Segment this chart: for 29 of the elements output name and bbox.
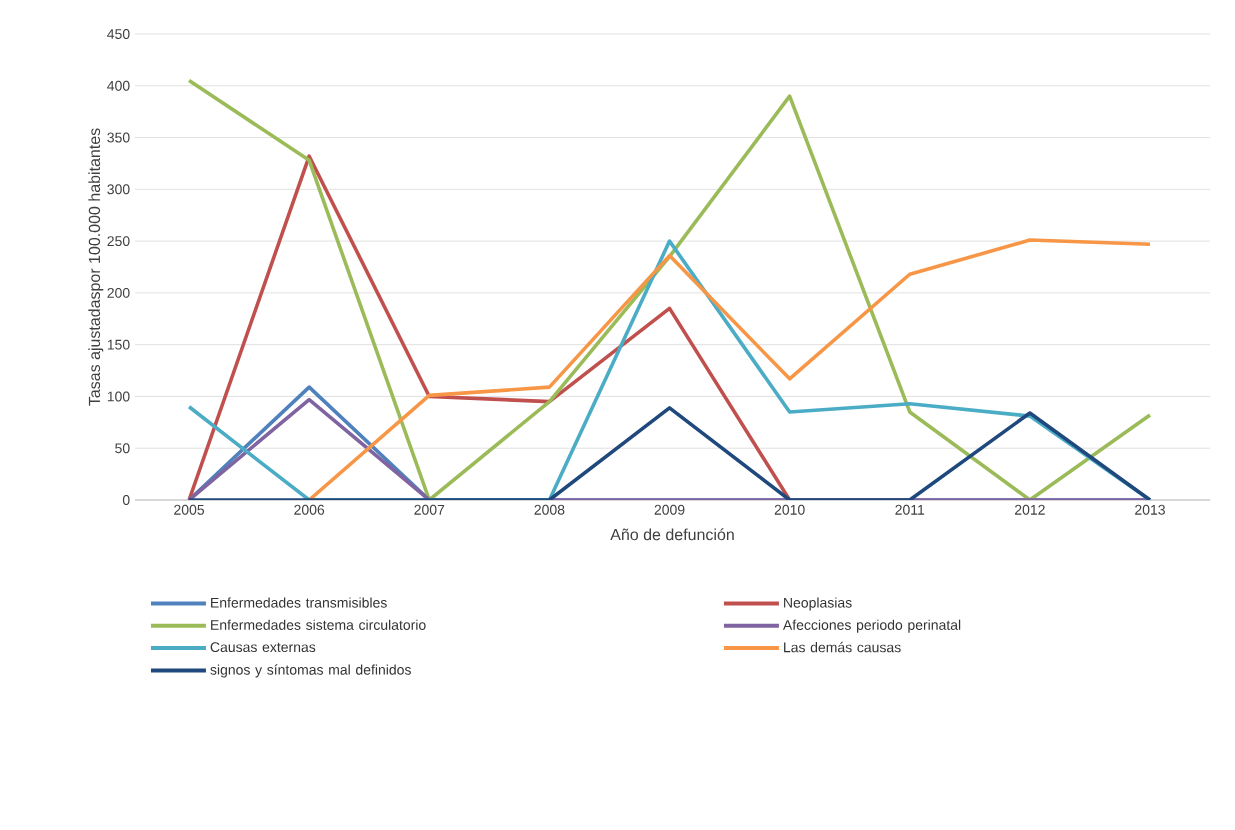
y-tick-label: 350 — [107, 132, 130, 143]
legend-label: signos y síntomas mal definidos — [210, 664, 411, 678]
y-tick-label: 100 — [107, 391, 130, 402]
y-tick-label: 450 — [107, 29, 130, 39]
legend-label: Las demás causas — [784, 641, 901, 653]
x-tick-label: 2007 — [414, 504, 445, 515]
x-tick-label: 2006 — [294, 504, 325, 515]
y-tick-label: 400 — [107, 80, 130, 91]
legend-label: Neoplasias — [784, 597, 852, 611]
y-tick-label: 200 — [107, 287, 130, 298]
y-tick-label: 300 — [107, 184, 130, 195]
x-tick-label: 2010 — [774, 504, 805, 515]
x-tick-label: 2012 — [1015, 504, 1045, 515]
x-axis-title: Año de defunción — [610, 528, 734, 541]
x-tick-label: 2008 — [534, 504, 565, 515]
legend-label: Enfermedades sistema circulatorio — [211, 619, 426, 630]
y-axis-title: Tasas ajustadaspor 100.000 habitantes — [88, 128, 104, 406]
y-tick-label: 150 — [107, 339, 130, 350]
x-tick-label: 2013 — [1135, 504, 1165, 515]
y-tick-label: 0 — [122, 495, 130, 505]
legend-label: Enfermedades transmisibles — [211, 597, 387, 608]
y-tick-label: 50 — [115, 443, 130, 454]
x-tick-label: 2011 — [895, 504, 925, 515]
x-tick-label: 2009 — [654, 504, 685, 515]
line-series — [187, 78, 1152, 500]
legend-label: Causas externas — [210, 642, 316, 653]
legend-label: Afecciones periodo perinatal — [782, 619, 961, 633]
y-tick-label: 250 — [107, 236, 130, 247]
x-tick-label: 2005 — [174, 504, 205, 515]
